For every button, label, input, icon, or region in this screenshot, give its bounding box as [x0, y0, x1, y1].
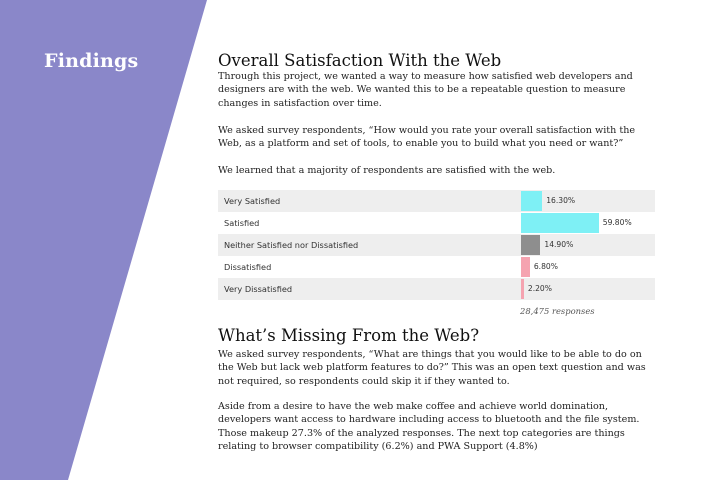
- chart-bar: [521, 235, 541, 255]
- chart-bar: [521, 257, 530, 277]
- chart-category-label: Neither Satisfied nor Dissatisfied: [224, 240, 359, 250]
- chart-category-label: Satisfied: [224, 218, 260, 228]
- sidebar-title: Findings: [44, 50, 139, 72]
- chart-row: Very Satisfied 16.30%: [218, 190, 655, 212]
- chart-category-label: Dissatisfied: [224, 262, 272, 272]
- section-heading-satisfaction: Overall Satisfaction With the Web: [218, 51, 502, 70]
- chart-row: Neither Satisfied nor Dissatisfied 14.90%: [218, 234, 655, 256]
- chart-row: Dissatisfied 6.80%: [218, 256, 655, 278]
- missing-findings-paragraph: Aside from a desire to have the web make…: [218, 401, 640, 453]
- intro-paragraph: Through this project, we wanted a way to…: [218, 71, 633, 109]
- missing-question-paragraph: We asked survey respondents, “What are t…: [218, 349, 646, 387]
- section-heading-missing: What’s Missing From the Web?: [218, 326, 480, 345]
- chart-category-label: Very Satisfied: [224, 196, 281, 206]
- question-paragraph: We asked survey respondents, “How would …: [218, 125, 636, 150]
- responses-count: 28,475 responses: [520, 306, 595, 316]
- chart-category-label: Very Dissatisfied: [224, 284, 293, 294]
- chart-bar: [521, 191, 543, 211]
- chart-value-label: 14.90%: [544, 240, 574, 249]
- chart-bar: [521, 279, 524, 299]
- chart-value-label: 16.30%: [546, 196, 576, 205]
- satisfaction-bar-chart: Very Satisfied 16.30% Satisfied 59.80% Neith…: [218, 190, 655, 316]
- chart-value-label: 6.80%: [533, 262, 558, 271]
- result-paragraph: We learned that a majority of respondent…: [218, 165, 556, 176]
- chart-row: Very Dissatisfied 2.20%: [218, 278, 655, 300]
- chart-value-label: 2.20%: [527, 284, 552, 293]
- chart-row: Satisfied 59.80%: [218, 212, 655, 234]
- chart-bar: [521, 213, 599, 233]
- chart-value-label: 59.80%: [602, 218, 632, 227]
